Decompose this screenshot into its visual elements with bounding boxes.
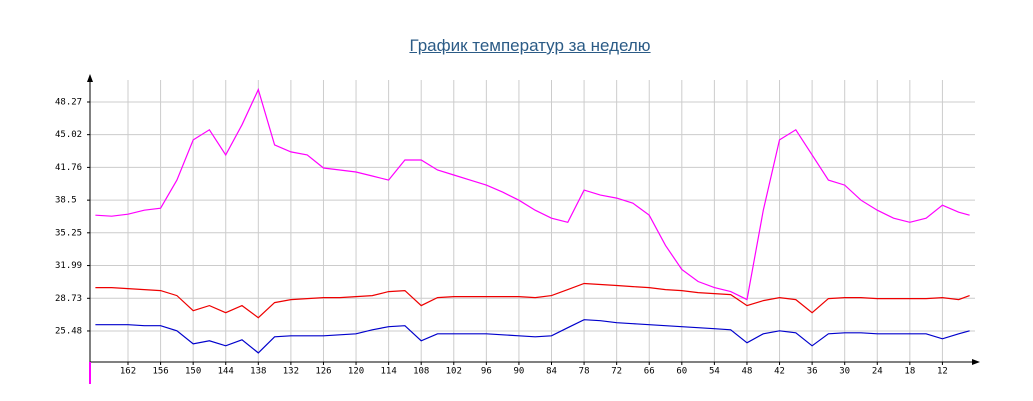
y-tick-label: 31.99	[55, 261, 82, 271]
x-tick-label: 30	[839, 367, 850, 377]
chart-title[interactable]: График температур за неделю	[409, 36, 651, 55]
x-tick-label: 90	[514, 367, 525, 377]
x-tick-label: 126	[315, 367, 331, 377]
x-tick-label: 12	[937, 367, 948, 377]
x-tick-label: 132	[283, 367, 299, 377]
x-tick-label: 24	[872, 367, 883, 377]
x-tick-label: 54	[709, 367, 720, 377]
x-tick-label: 144	[218, 367, 234, 377]
y-tick-label: 25.48	[55, 326, 82, 336]
x-tick-label: 162	[120, 367, 136, 377]
series-line	[95, 319, 970, 354]
x-tick-label: 42	[774, 367, 785, 377]
x-tick-label: 78	[579, 367, 590, 377]
x-tick-label: 108	[413, 367, 429, 377]
x-tick-label: 84	[546, 367, 557, 377]
x-tick-label: 102	[446, 367, 462, 377]
x-tick-label: 66	[644, 367, 655, 377]
y-axis-arrow	[87, 74, 93, 82]
y-tick-label: 28.73	[55, 294, 82, 304]
series-line	[95, 87, 970, 301]
x-tick-label: 36	[807, 367, 818, 377]
x-axis-arrow	[972, 359, 980, 365]
series-line	[95, 282, 970, 319]
y-tick-label: 45.02	[55, 130, 82, 140]
x-tick-label: 120	[348, 367, 364, 377]
x-tick-label: 18	[904, 367, 915, 377]
x-tick-label: 96	[481, 367, 492, 377]
x-tick-label: 150	[185, 367, 201, 377]
x-tick-label: 114	[380, 367, 396, 377]
y-tick-label: 35.25	[55, 228, 82, 238]
x-tick-label: 72	[611, 367, 622, 377]
x-tick-label: 138	[250, 367, 266, 377]
y-tick-label: 38.5	[55, 196, 77, 206]
x-tick-label: 48	[742, 367, 753, 377]
y-tick-label: 41.76	[55, 163, 82, 173]
x-tick-label: 156	[152, 367, 168, 377]
y-tick-label: 48.27	[55, 98, 82, 108]
x-tick-label: 60	[676, 367, 687, 377]
